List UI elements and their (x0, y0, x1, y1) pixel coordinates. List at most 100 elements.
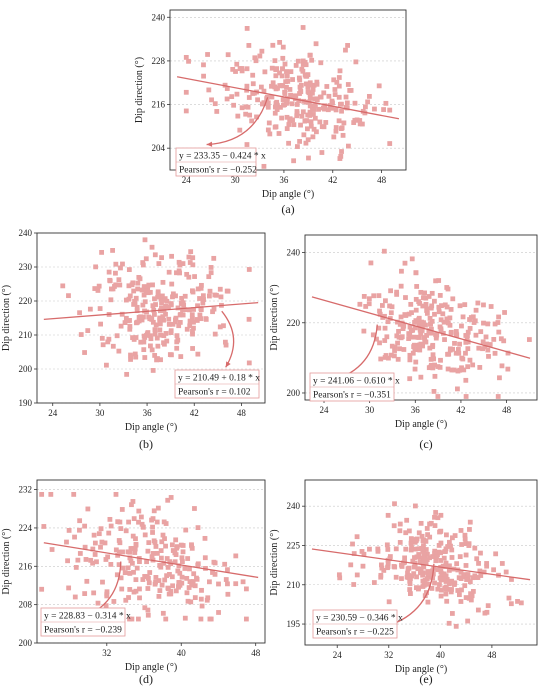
scatter-point (286, 122, 292, 127)
panel-label: (a) (281, 202, 294, 216)
scatter-point (457, 303, 463, 309)
scatter-point (120, 261, 125, 267)
scatter-point (416, 321, 422, 327)
y-axis-label: Dip direction (°) (1, 285, 12, 351)
scatter-point (161, 308, 167, 314)
x-tick-label: 30 (231, 175, 241, 185)
scatter-point (272, 124, 278, 130)
scatter-point (278, 104, 283, 110)
scatter-point (385, 547, 391, 552)
scatter-point (339, 108, 344, 114)
scatter-point (123, 315, 129, 321)
scatter-point (225, 591, 231, 597)
scatter-point (297, 91, 302, 96)
scatter-point (134, 304, 140, 310)
scatter-point (440, 311, 446, 317)
x-tick-label: 48 (487, 650, 497, 660)
scatter-point (202, 535, 208, 541)
scatter-point (418, 520, 424, 526)
scatter-point (430, 554, 436, 559)
x-tick-label: 24 (48, 408, 58, 418)
scatter-point (406, 311, 412, 317)
y-tick-label: 220 (287, 318, 301, 328)
scatter-point (106, 530, 112, 536)
scatter-point (446, 567, 452, 573)
scatter-point (388, 310, 394, 316)
scatter-point (159, 582, 165, 588)
scatter-point (39, 586, 45, 592)
scatter-point (272, 110, 278, 116)
scatter-point (141, 314, 146, 320)
scatter-point (420, 578, 426, 584)
scatter-point (92, 286, 98, 291)
scatter-point (482, 610, 488, 616)
scatter-point (175, 568, 181, 574)
scatter-point (425, 599, 431, 605)
scatter-point (463, 572, 468, 578)
scatter-point (110, 248, 115, 253)
scatter-point (396, 328, 401, 334)
scatter-point (186, 58, 191, 64)
scatter-point (273, 73, 279, 79)
scatter-point (187, 260, 193, 265)
scatter-point (453, 329, 459, 334)
scatter-point (379, 562, 384, 568)
scatter-point (443, 573, 449, 579)
scatter-point (140, 302, 146, 308)
scatter-point (168, 495, 174, 500)
scatter-point (413, 537, 419, 543)
scatter-point (363, 304, 369, 309)
scatter-point (457, 554, 463, 560)
scatter-point (186, 585, 192, 590)
scatter-point (428, 364, 433, 370)
scatter-point (194, 318, 200, 323)
scatter-point (60, 283, 66, 289)
scatter-point (164, 573, 170, 579)
scatter-point (190, 579, 196, 584)
scatter-point (307, 52, 313, 58)
scatter-point (413, 345, 419, 351)
scatter-point (413, 270, 419, 276)
arrowhead (206, 141, 213, 147)
scatter-point (141, 347, 147, 353)
scatter-point (142, 335, 148, 340)
scatter-point (470, 588, 476, 594)
scatter-point (410, 334, 416, 340)
chart-panel-2: 24 30 36 42 48 190 200 210 220 230 240 Dip angle (°… (1, 228, 266, 451)
scatter-point (246, 267, 252, 272)
scatter-point (395, 356, 401, 362)
scatter-point (392, 501, 397, 507)
scatter-point (438, 569, 444, 575)
scatter-point (307, 82, 313, 88)
scatter-point (293, 93, 299, 99)
scatter-point (273, 86, 279, 92)
scatter-point (149, 315, 154, 321)
scatter-point (120, 565, 126, 571)
scatter-point (82, 523, 88, 529)
scatter-point (416, 546, 422, 552)
scatter-point (499, 363, 505, 369)
scatter-point (185, 598, 191, 604)
scatter-point (433, 558, 439, 564)
scatter-point (195, 303, 200, 309)
scatter-point (405, 570, 410, 576)
scatter-point (452, 340, 457, 346)
scatter-point (401, 347, 407, 352)
y-tick-label: 204 (152, 143, 166, 153)
scatter-point (319, 150, 325, 155)
scatter-point (148, 336, 154, 342)
scatter-point (273, 101, 279, 106)
scatter-point (174, 333, 180, 339)
scatter-point (93, 264, 99, 270)
scatter-point (478, 329, 484, 335)
scatter-point (65, 558, 70, 564)
scatter-point (265, 127, 271, 133)
plot-frame (36, 232, 266, 404)
scatter-point (135, 286, 141, 292)
scatter-point (201, 62, 206, 68)
scatter-point (317, 119, 323, 125)
scatter-point (255, 97, 260, 103)
scatter-point (476, 561, 481, 566)
scatter-point (229, 94, 235, 100)
scatter-point (187, 566, 192, 572)
